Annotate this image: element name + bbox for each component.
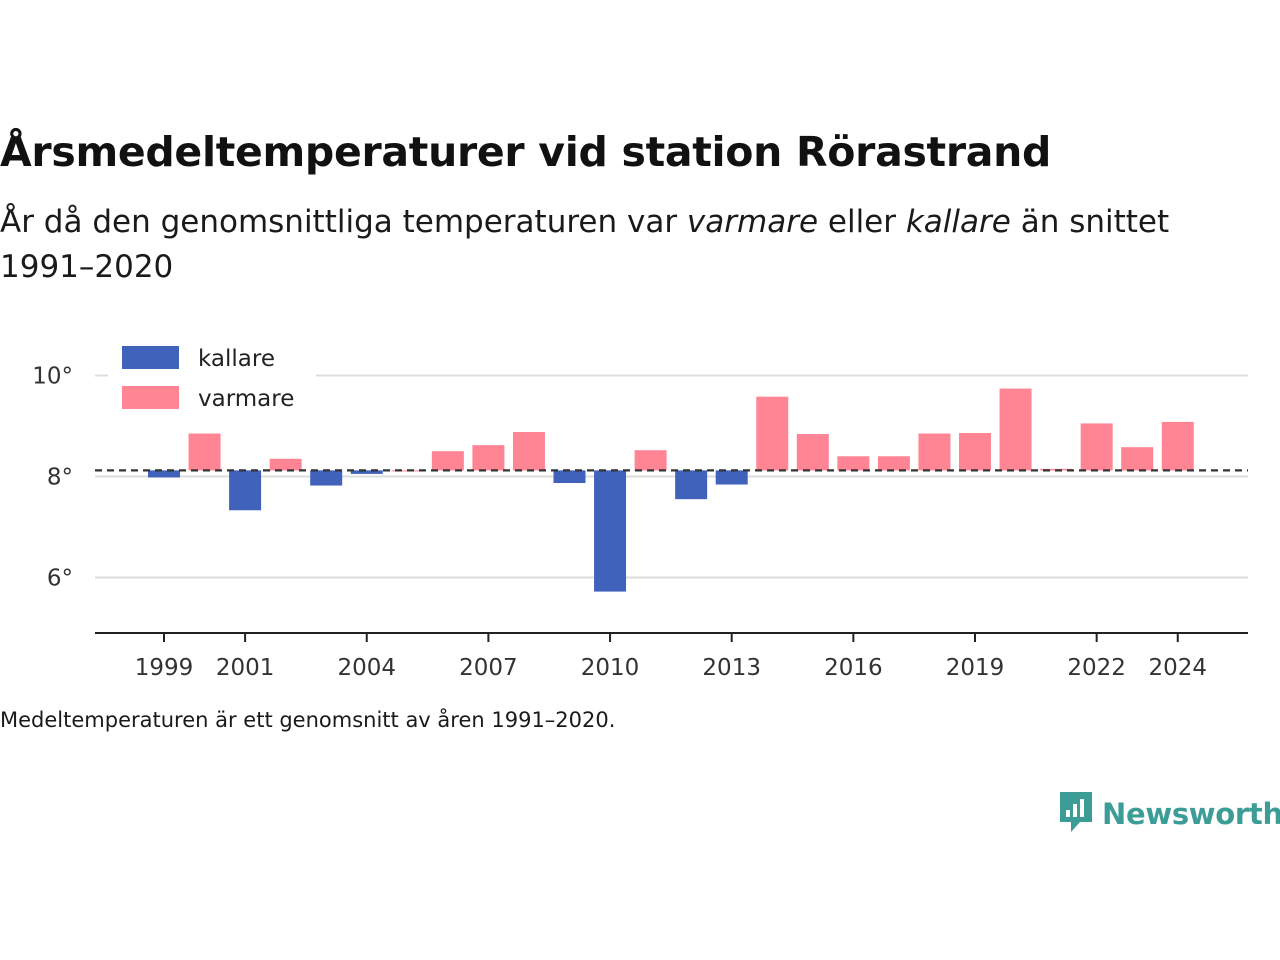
bar-2009 xyxy=(553,470,586,484)
bar-2024 xyxy=(1161,421,1194,471)
brand-logo: Newsworthy xyxy=(1058,790,1280,838)
bar-2002 xyxy=(269,458,302,471)
x-tick-label: 1999 xyxy=(135,655,194,681)
subtitle-colder-word: kallare xyxy=(905,204,1011,240)
bar-2001 xyxy=(229,470,262,511)
bar-2011 xyxy=(634,450,667,471)
bar-2017 xyxy=(877,456,910,471)
bar-2010 xyxy=(594,470,627,592)
x-tick-label: 2024 xyxy=(1148,655,1207,681)
bar-2022 xyxy=(1080,423,1113,471)
bar-chart: 6° 8° 10° 1999 2001 2004 2007 2010 2013 2016 2019 2… xyxy=(32,336,1248,681)
bar-2003 xyxy=(310,470,343,486)
bar-2014 xyxy=(756,396,789,471)
x-tick-label: 2004 xyxy=(337,655,396,681)
axes: 6° 8° 10° 1999 2001 2004 2007 2010 2013 2016 2019 2… xyxy=(32,363,1248,681)
bar-2015 xyxy=(796,434,829,471)
footnote: Medeltemperaturen är ett genomsnitt av å… xyxy=(0,708,616,732)
subtitle-part2: eller xyxy=(818,204,906,240)
bar-2013 xyxy=(715,470,748,485)
legend-label-varmare: varmare xyxy=(198,386,294,412)
x-tick-label: 2016 xyxy=(824,655,883,681)
y-tick-label: 8° xyxy=(47,464,73,490)
bar-1999 xyxy=(148,470,180,478)
bar-2004 xyxy=(350,470,383,474)
y-tick-label: 6° xyxy=(47,565,73,591)
newsworthy-logo-icon xyxy=(1058,790,1094,838)
legend-swatch-kallare xyxy=(122,346,179,369)
subtitle-part3: än snittet 1991–2020 xyxy=(0,204,1170,285)
subtitle-part1: År då den genomsnittliga temperaturen va… xyxy=(0,204,687,240)
chart-title: Årsmedeltemperaturer vid station Rörastr… xyxy=(0,128,1052,176)
bar-2019 xyxy=(959,433,991,471)
x-tick-label: 2013 xyxy=(702,655,761,681)
bar-2018 xyxy=(918,433,951,471)
chart-subtitle: År då den genomsnittliga temperaturen va… xyxy=(0,200,1200,290)
legend-swatch-varmare xyxy=(122,386,179,409)
bar-2023 xyxy=(1121,447,1154,471)
x-tick-label: 2001 xyxy=(216,655,275,681)
brand-name: Newsworthy xyxy=(1102,797,1280,831)
bar-2007 xyxy=(472,445,505,471)
bars xyxy=(148,388,1194,592)
x-tick-label: 2022 xyxy=(1067,655,1126,681)
legend-label-kallare: kallare xyxy=(198,346,275,372)
bar-2006 xyxy=(431,451,464,471)
subtitle-warmer-word: varmare xyxy=(686,204,819,240)
bar-2012 xyxy=(675,470,708,500)
y-tick-label: 10° xyxy=(32,363,73,389)
bar-2000 xyxy=(188,433,221,471)
x-tick-label: 2019 xyxy=(946,655,1005,681)
legend: kallare varmare xyxy=(108,336,316,424)
x-tick-label: 2010 xyxy=(581,655,640,681)
bar-2008 xyxy=(512,432,545,471)
bar-2016 xyxy=(837,456,870,471)
x-tick-label: 2007 xyxy=(459,655,518,681)
bar-2020 xyxy=(999,388,1032,471)
